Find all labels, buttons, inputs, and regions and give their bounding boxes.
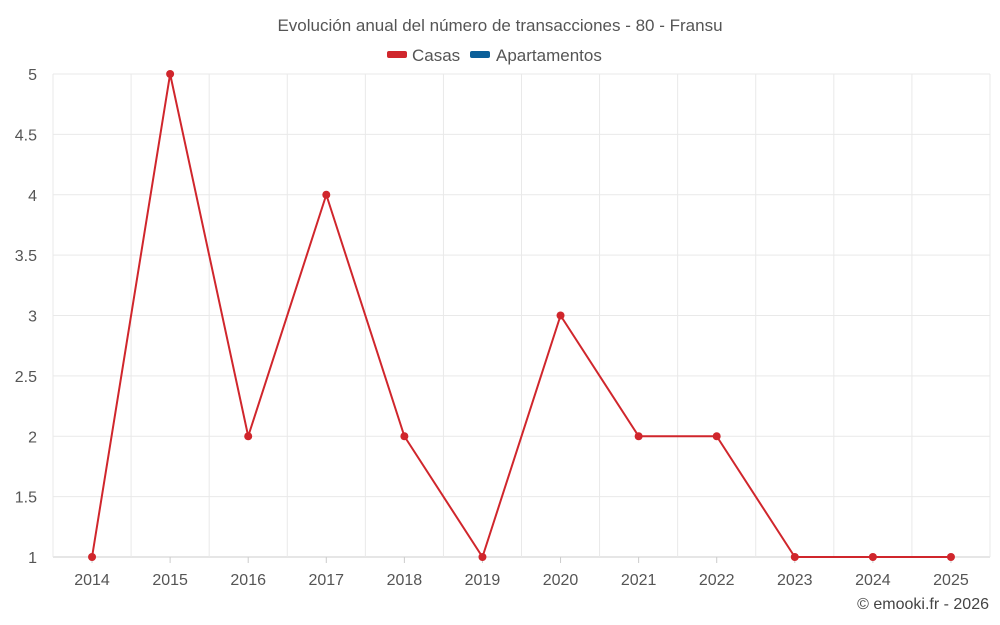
legend-item-apartamentos[interactable]: Apartamentos: [470, 46, 602, 65]
credit-text: © emooki.fr - 2026: [857, 596, 989, 613]
data-point-2024[interactable]: [868, 553, 877, 561]
x-tick-label: 2015: [152, 572, 188, 589]
y-tick-label: 1: [28, 550, 37, 567]
y-tick-label: 4: [28, 188, 37, 205]
data-point-2015[interactable]: [166, 70, 175, 78]
data-point-2018[interactable]: [400, 432, 409, 441]
y-tick-label: 4.5: [15, 127, 37, 144]
x-tick-label: 2021: [621, 572, 657, 589]
series-line-casas: [91, 73, 951, 558]
x-axis-ticks: 2014 2015 2016 2017 2018 2019 2020 2021 2022 2023…: [74, 557, 969, 589]
chart-title: Evolución anual del número de transaccio…: [277, 16, 722, 35]
series-casas: [88, 70, 955, 561]
x-tick-label: 2014: [74, 572, 110, 589]
x-tick-label: 2019: [465, 572, 501, 589]
data-point-2022[interactable]: [712, 432, 721, 441]
data-point-2025[interactable]: [946, 553, 955, 561]
data-point-2020[interactable]: [556, 311, 565, 320]
y-axis-ticks: 1 1.5 2 2.5 3 3.5 4 4.5 5: [15, 67, 37, 567]
x-tick-label: 2020: [543, 572, 579, 589]
data-point-2017[interactable]: [322, 190, 331, 199]
x-tick-label: 2025: [933, 572, 969, 589]
y-tick-label: 2: [28, 429, 37, 446]
data-point-2021[interactable]: [634, 432, 643, 441]
legend-label-casas: Casas: [412, 46, 460, 65]
y-tick-label: 2.5: [15, 369, 37, 386]
x-tick-label: 2023: [777, 572, 813, 589]
data-point-2014[interactable]: [88, 553, 97, 561]
legend-swatch-casas: [387, 51, 407, 58]
x-tick-label: 2022: [699, 572, 735, 589]
legend-swatch-apartamentos: [470, 51, 490, 58]
legend-item-casas[interactable]: Casas: [387, 46, 460, 65]
x-tick-label: 2018: [387, 572, 423, 589]
y-tick-label: 1.5: [15, 490, 37, 507]
legend: Casas Apartamentos: [387, 46, 602, 65]
x-tick-label: 2017: [308, 572, 344, 589]
x-tick-label: 2016: [230, 572, 266, 589]
data-point-2016[interactable]: [244, 432, 253, 441]
y-tick-label: 3.5: [15, 248, 37, 265]
x-tick-label: 2024: [855, 572, 891, 589]
grid: [52, 73, 991, 558]
data-point-2023[interactable]: [790, 553, 799, 561]
y-tick-label: 3: [28, 309, 37, 326]
legend-label-apartamentos: Apartamentos: [496, 46, 602, 65]
data-point-2019[interactable]: [478, 553, 487, 561]
y-tick-label: 5: [28, 67, 37, 84]
